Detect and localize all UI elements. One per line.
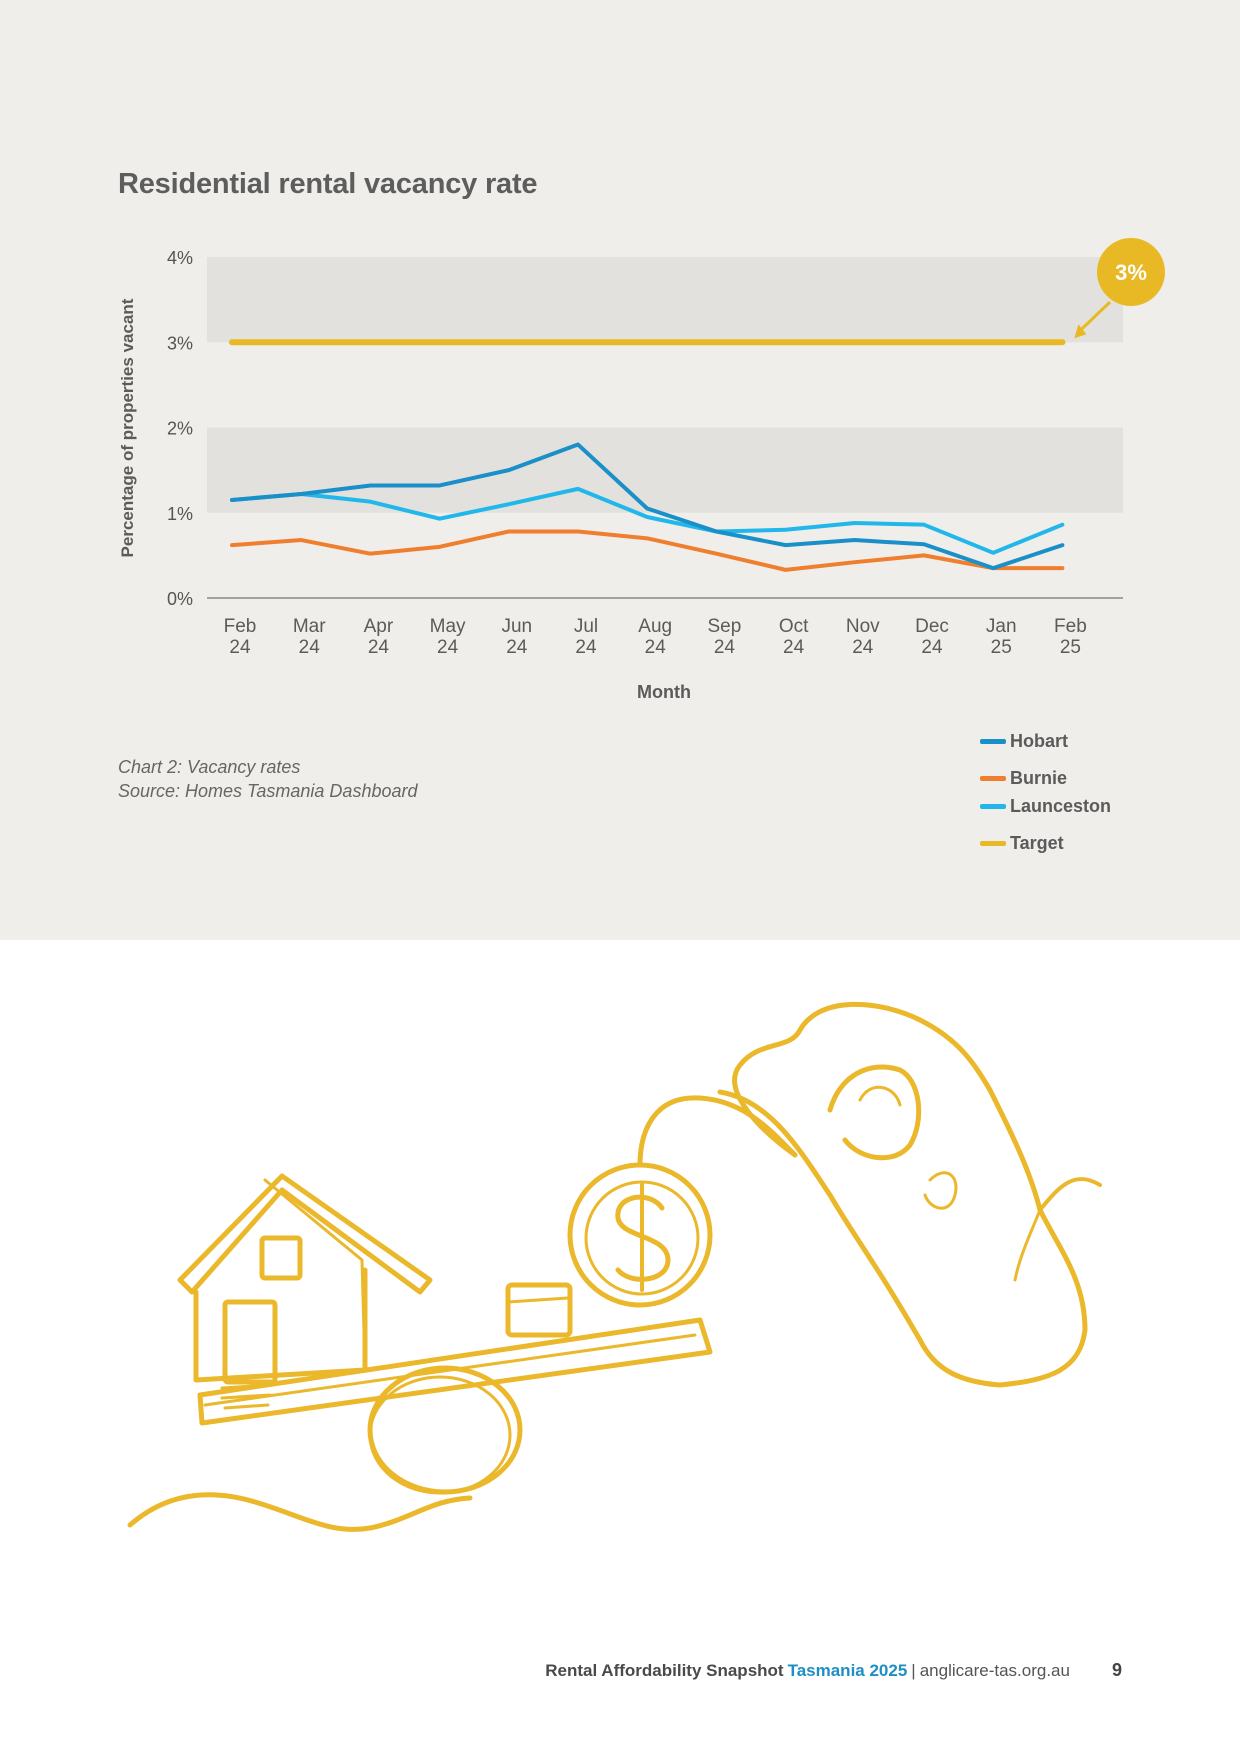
x-tick-label-year: 25 bbox=[991, 637, 1012, 658]
annotation-arrowhead bbox=[1074, 324, 1087, 339]
series-line-hobart bbox=[230, 442, 1065, 571]
x-tick-label-month: Jan bbox=[986, 616, 1017, 637]
legend-swatch bbox=[980, 803, 1006, 809]
footer-separator: | bbox=[911, 1661, 916, 1680]
x-tick-label-year: 24 bbox=[437, 637, 459, 658]
x-tick-label-year: 24 bbox=[645, 637, 667, 658]
annotation-bubble bbox=[1097, 238, 1165, 306]
x-tick-label-year: 24 bbox=[229, 637, 251, 658]
series-line-burnie bbox=[230, 529, 1065, 572]
legend-label: Burnie bbox=[1010, 767, 1068, 788]
legend-item-burnie: Burnie bbox=[980, 767, 1067, 789]
annotation-arrow bbox=[1077, 300, 1112, 334]
y-tick-label: 1% bbox=[167, 504, 193, 524]
legend-label: Hobart bbox=[1010, 730, 1068, 751]
house-coin-scale-hand-illustration bbox=[127, 1001, 1102, 1532]
x-tick-label-month: Jun bbox=[501, 616, 532, 637]
legend-item-hobart: Hobart bbox=[980, 730, 1068, 752]
x-tick-label-month: Oct bbox=[779, 616, 809, 637]
x-tick-label-year: 24 bbox=[575, 637, 597, 658]
x-tick-label-year: 24 bbox=[714, 637, 736, 658]
annotation-label: 3% bbox=[1115, 260, 1147, 285]
vacancy-rate-chart: 0% 1% 2% 3% 4% Percentage of properties vacan… bbox=[118, 238, 1165, 702]
x-tick-label-month: Nov bbox=[846, 616, 880, 637]
legend-item-target: Target bbox=[980, 832, 1064, 854]
y-axis-label: Percentage of properties vacant bbox=[118, 298, 137, 557]
legend-swatch bbox=[980, 738, 1006, 744]
caption-line-1: Chart 2: Vacancy rates bbox=[118, 757, 301, 777]
x-tick-label-year: 24 bbox=[368, 637, 390, 658]
footer-title: Rental Affordability Snapshot bbox=[545, 1661, 784, 1680]
x-tick-label-year: 24 bbox=[299, 637, 321, 658]
x-tick-label-year: 25 bbox=[1060, 637, 1081, 658]
x-tick-label-month: May bbox=[430, 616, 466, 637]
legend-label: Launceston bbox=[1010, 795, 1112, 816]
page-footer: Rental Affordability Snapshot Tasmania 2… bbox=[545, 1660, 1122, 1681]
y-tick-label: 2% bbox=[167, 419, 193, 439]
x-tick-label-month: Sep bbox=[707, 616, 741, 637]
footer-accent: Tasmania 2025 bbox=[787, 1661, 908, 1680]
x-tick-label-month: Mar bbox=[293, 616, 326, 637]
legend-swatch bbox=[980, 840, 1006, 846]
x-tick-label-month: Feb bbox=[1054, 616, 1087, 637]
caption-source: Source: Homes Tasmania Dashboard bbox=[118, 781, 418, 801]
x-tick-label-month: Aug bbox=[638, 616, 672, 637]
x-tick-label-month: Dec bbox=[915, 616, 949, 637]
x-tick-label-month: Jul bbox=[574, 616, 598, 637]
x-tick-label-year: 24 bbox=[852, 637, 874, 658]
legend-label: Target bbox=[1010, 832, 1064, 853]
x-tick-label-year: 24 bbox=[783, 637, 805, 658]
shaded-band-1 bbox=[207, 257, 1123, 343]
y-tick-label: 4% bbox=[167, 248, 193, 268]
chart-title: Residential rental vacancy rate bbox=[118, 168, 538, 200]
x-axis-label: Month bbox=[637, 682, 691, 702]
legend-swatch bbox=[980, 775, 1006, 781]
footer-site: anglicare-tas.org.au bbox=[919, 1661, 1070, 1680]
y-tick-label: 3% bbox=[167, 333, 193, 353]
series-line-launceston bbox=[230, 486, 1065, 555]
x-tick-label-month: Apr bbox=[364, 616, 394, 637]
x-tick-label-year: 24 bbox=[921, 637, 943, 658]
page-number: 9 bbox=[1111, 1660, 1122, 1680]
y-tick-label: 0% bbox=[167, 589, 193, 609]
x-tick-label-month: Feb bbox=[224, 616, 257, 637]
x-tick-label-year: 24 bbox=[506, 637, 528, 658]
chart-panel: Residential rental vacancy rate 0% 1% 2% 3%… bbox=[0, 0, 1240, 940]
legend-item-launceston: Launceston bbox=[980, 795, 1111, 817]
chart-caption: Chart 2: Vacancy rates Source: Homes Tas… bbox=[118, 755, 418, 803]
